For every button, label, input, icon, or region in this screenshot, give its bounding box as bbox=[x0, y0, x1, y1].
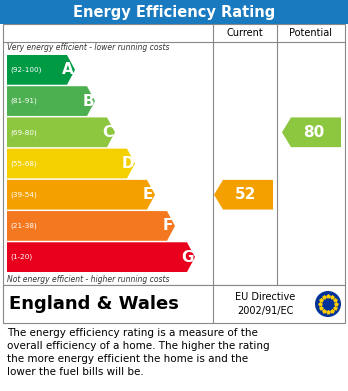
Polygon shape bbox=[7, 211, 175, 241]
Text: Current: Current bbox=[227, 28, 263, 38]
Text: G: G bbox=[182, 249, 194, 265]
Polygon shape bbox=[7, 86, 95, 116]
Text: The energy efficiency rating is a measure of the: The energy efficiency rating is a measur… bbox=[7, 328, 258, 338]
Bar bbox=[0, 0, 348, 24]
Text: (55-68): (55-68) bbox=[10, 160, 37, 167]
Text: D: D bbox=[122, 156, 134, 171]
Polygon shape bbox=[214, 180, 273, 210]
Text: A: A bbox=[62, 62, 74, 77]
Circle shape bbox=[315, 291, 341, 317]
Text: England & Wales: England & Wales bbox=[9, 295, 179, 313]
Polygon shape bbox=[7, 149, 135, 178]
Text: 52: 52 bbox=[235, 187, 256, 202]
Text: E: E bbox=[143, 187, 153, 202]
Text: Energy Efficiency Rating: Energy Efficiency Rating bbox=[73, 5, 275, 20]
Polygon shape bbox=[7, 242, 195, 272]
Text: (1-20): (1-20) bbox=[10, 254, 32, 260]
Polygon shape bbox=[282, 117, 341, 147]
Text: F: F bbox=[163, 219, 173, 233]
Text: (21-38): (21-38) bbox=[10, 223, 37, 229]
Bar bbox=[3, 285, 345, 323]
Text: 80: 80 bbox=[303, 125, 324, 140]
Bar bbox=[3, 24, 345, 285]
Text: the more energy efficient the home is and the: the more energy efficient the home is an… bbox=[7, 354, 248, 364]
Text: B: B bbox=[82, 93, 94, 109]
Text: Potential: Potential bbox=[290, 28, 332, 38]
Text: (39-54): (39-54) bbox=[10, 192, 37, 198]
Text: (92-100): (92-100) bbox=[10, 66, 41, 73]
Text: overall efficiency of a home. The higher the rating: overall efficiency of a home. The higher… bbox=[7, 341, 270, 351]
Polygon shape bbox=[7, 180, 155, 210]
Text: Not energy efficient - higher running costs: Not energy efficient - higher running co… bbox=[7, 274, 169, 283]
Text: C: C bbox=[102, 125, 113, 140]
Text: (69-80): (69-80) bbox=[10, 129, 37, 136]
Text: (81-91): (81-91) bbox=[10, 98, 37, 104]
Text: lower the fuel bills will be.: lower the fuel bills will be. bbox=[7, 367, 144, 377]
Polygon shape bbox=[7, 117, 115, 147]
Text: Very energy efficient - lower running costs: Very energy efficient - lower running co… bbox=[7, 43, 169, 52]
Polygon shape bbox=[7, 55, 75, 85]
Text: EU Directive
2002/91/EC: EU Directive 2002/91/EC bbox=[235, 292, 295, 316]
